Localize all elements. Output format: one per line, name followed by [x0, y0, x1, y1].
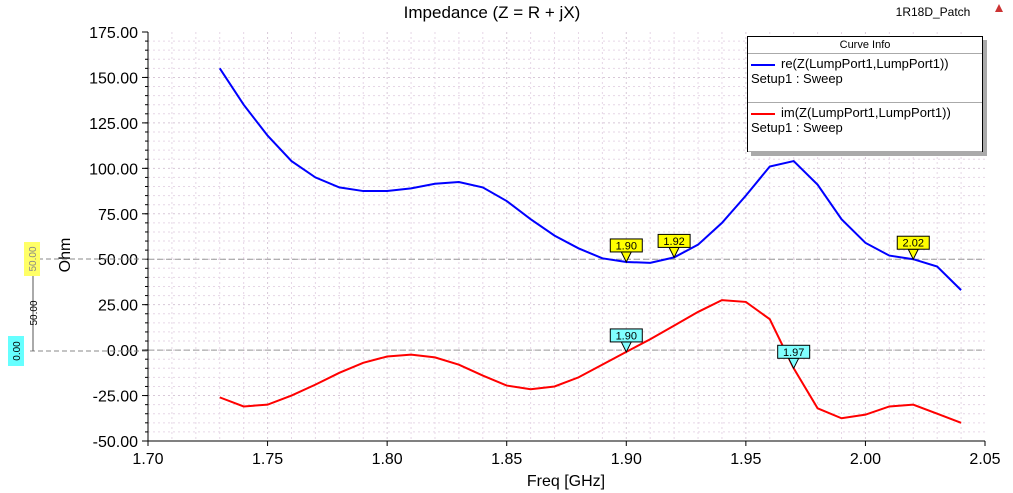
- marker-box: [609, 238, 643, 253]
- marker-label: 2.02: [903, 238, 924, 250]
- x-tick-label: 1.90: [611, 451, 642, 468]
- marker-box: [896, 235, 930, 250]
- legend-title: Curve Info: [748, 37, 982, 54]
- x-tick-label: 2.05: [969, 451, 1000, 468]
- y-tick-label: 150.00: [89, 70, 138, 87]
- y-tick-label: 50.00: [98, 252, 138, 269]
- curve-re: [218, 67, 962, 291]
- x-tick-label: 2.00: [850, 451, 881, 468]
- y-marker-50: 50.00: [28, 246, 39, 271]
- x-axis-label: Freq [GHz]: [527, 473, 605, 490]
- y-axis-label: Ohm: [57, 238, 74, 273]
- marker-label: 1.90: [616, 330, 637, 342]
- warning-icon: [995, 4, 1003, 12]
- legend-name: im(Z(LumpPort1,LumpPort1)): [781, 105, 951, 120]
- y-tick-label: 25.00: [98, 298, 138, 315]
- marker-label: 1.90: [616, 240, 637, 252]
- y-tick-label: 75.00: [98, 207, 138, 224]
- marker-box: [657, 233, 691, 248]
- curve-info-legend[interactable]: Curve Info re(Z(LumpPort1,LumpPort1)) Set…: [747, 36, 983, 152]
- x-tick-label: 1.80: [372, 451, 403, 468]
- legend-entry-im[interactable]: im(Z(LumpPort1,LumpPort1)) Setup1 : Sweep: [748, 103, 982, 152]
- legend-setup: Setup1 : Sweep: [751, 120, 843, 135]
- curve-im: [219, 299, 962, 424]
- x-tick-label: 1.85: [491, 451, 522, 468]
- y-tick-label: -50.00: [93, 434, 138, 451]
- marker-box: [777, 344, 811, 359]
- y-tick-label: 175.00: [89, 25, 138, 42]
- red-line-swatch: [751, 112, 775, 115]
- marker-label: 1.92: [663, 236, 684, 248]
- y-marker-0: 0.00: [12, 341, 23, 361]
- legend-name: re(Z(LumpPort1,LumpPort1)): [781, 56, 949, 71]
- marker-label: 1.97: [783, 347, 804, 359]
- blue-line-swatch: [751, 63, 775, 66]
- y-marker-0-box[interactable]: [8, 336, 24, 366]
- x-tick-label: 1.95: [730, 451, 761, 468]
- y-tick-label: 0.00: [107, 343, 138, 360]
- y-marker-50-box[interactable]: [24, 242, 40, 276]
- x-tick-label: 1.70: [132, 451, 163, 468]
- x-tick-label: 1.75: [252, 451, 283, 468]
- chart-title: Impedance (Z = R + jX): [404, 3, 581, 22]
- legend-entry-re[interactable]: re(Z(LumpPort1,LumpPort1)) Setup1 : Sweep: [748, 54, 982, 103]
- y-tick-label: 100.00: [89, 161, 138, 178]
- y-tick-label: 125.00: [89, 116, 138, 133]
- y-marker-delta: 50.00: [29, 300, 40, 325]
- marker-box: [609, 328, 643, 343]
- project-name: 1R18D_Patch: [896, 5, 971, 19]
- legend-setup: Setup1 : Sweep: [751, 71, 843, 86]
- y-tick-label: -25.00: [93, 389, 138, 406]
